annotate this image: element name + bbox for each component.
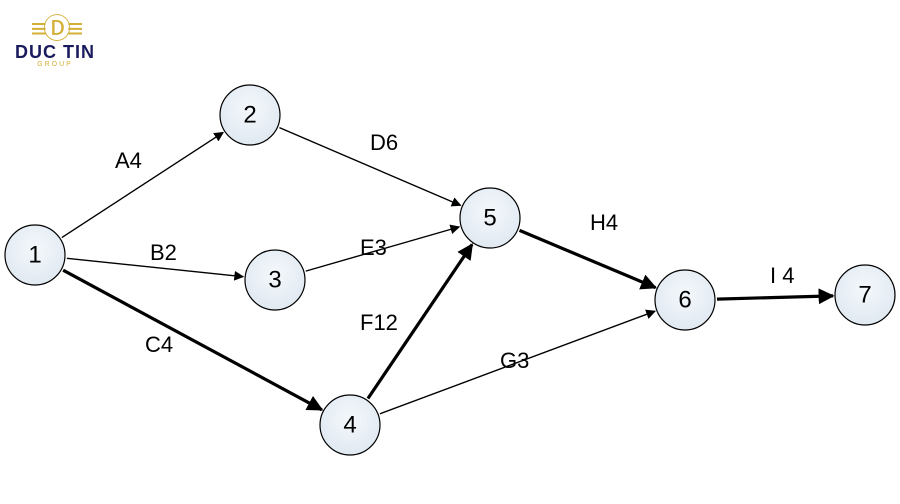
edge-6-7 (717, 296, 833, 299)
edge-label-H4: H4 (590, 210, 618, 235)
logo-brand: DUC TIN (15, 43, 95, 61)
edge-label-D6: D6 (370, 130, 398, 155)
node-label-6: 6 (678, 287, 691, 314)
node-label-3: 3 (268, 267, 281, 294)
node-label-1: 1 (28, 242, 41, 269)
edge-label-E3: E3 (360, 235, 387, 260)
edge-label-G3: G3 (500, 348, 529, 373)
edge-label-F12: F12 (360, 310, 398, 335)
logo-sub: GROUP (15, 61, 95, 68)
node-label-5: 5 (483, 205, 496, 232)
edge-5-6 (519, 230, 655, 287)
edge-label-A4: A4 (115, 148, 142, 173)
node-label-7: 7 (858, 282, 871, 309)
node-label-4: 4 (343, 412, 356, 439)
logo-wings: ≡Ⓓ≡ (15, 15, 95, 43)
node-label-2: 2 (243, 102, 256, 129)
logo: ≡Ⓓ≡ DUC TIN GROUP (15, 15, 95, 68)
network-diagram: A4 B2 C4 D6 E3 F12 G3 H4 I 4 1 2 3 4 5 6 7 (0, 0, 900, 504)
edge-1-2 (62, 132, 223, 237)
edge-label-I4: I 4 (770, 263, 794, 288)
edge-label-C4: C4 (145, 332, 173, 357)
edge-label-B2: B2 (150, 240, 177, 265)
